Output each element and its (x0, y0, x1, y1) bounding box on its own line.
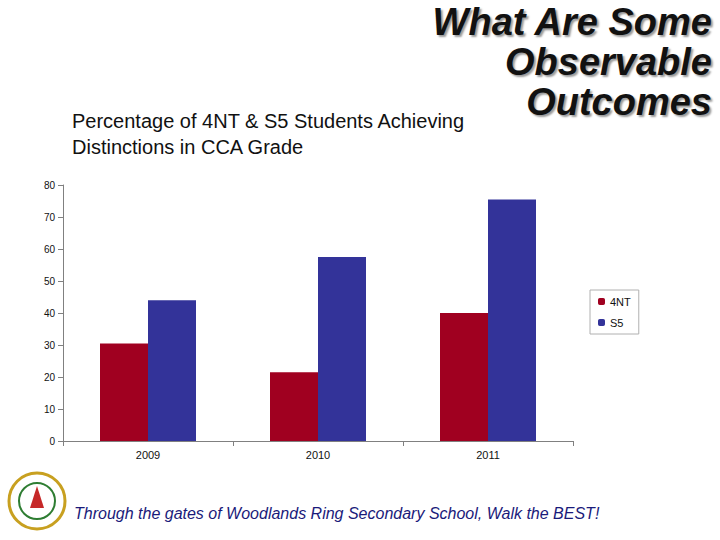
svg-text:80: 80 (44, 180, 56, 191)
svg-text:2011: 2011 (476, 449, 500, 461)
svg-text:40: 40 (44, 308, 56, 319)
svg-text:50: 50 (44, 276, 56, 287)
html-text:Through the gates of Woodlands: Through the gates of Woodlands Ring Seco… (74, 505, 600, 522)
svg-text:4NT: 4NT (610, 296, 631, 308)
html-text:What Are Some Observable Outco: What Are Some Observable Outcomes (432, 1, 712, 123)
svg-text:2010: 2010 (306, 449, 330, 461)
html-text:Percentage of 4NT & S5 Student: Percentage of 4NT & S5 Students Achievin… (72, 110, 465, 158)
svg-text:0: 0 (49, 436, 55, 447)
svg-text:10: 10 (44, 404, 56, 415)
svg-text:60: 60 (44, 244, 56, 255)
svg-text:70: 70 (44, 212, 56, 223)
svg-text:20: 20 (44, 372, 56, 383)
svg-text:S5: S5 (610, 317, 623, 329)
svg-text:2009: 2009 (136, 449, 160, 461)
svg-text:30: 30 (44, 340, 56, 351)
